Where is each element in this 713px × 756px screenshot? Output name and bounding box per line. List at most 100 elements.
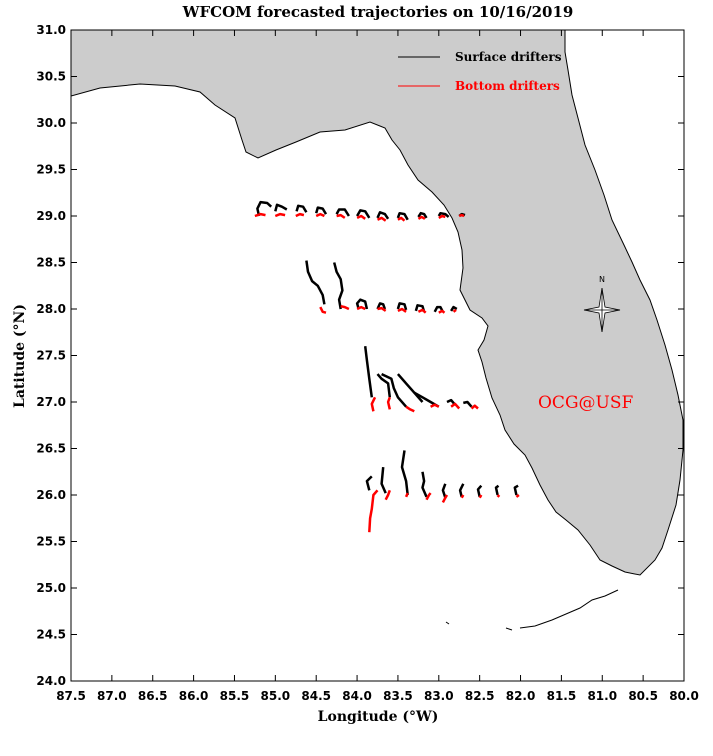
bottom-drifter-track (397, 307, 407, 313)
surface-drifter-track (458, 483, 465, 498)
bottom-drifter-track (515, 494, 520, 498)
x-tick-label: 84.5 (301, 689, 331, 703)
bottom-drifter-track (356, 214, 366, 220)
legend-label-surface: Surface drifters (455, 50, 562, 64)
surface-drifter-track (274, 203, 288, 212)
bottom-drifter-track (315, 212, 325, 218)
credit-label: OCG@USF (538, 393, 633, 413)
surface-drifter-track (421, 471, 428, 498)
y-tick-label: 26.0 (36, 488, 66, 502)
x-axis-label: Longitude (°W) (318, 709, 439, 725)
bottom-drifter-track (274, 212, 286, 218)
x-tick-label: 82.5 (465, 689, 495, 703)
bottom-drifter-track (417, 215, 426, 220)
bottom-drifter-track (450, 402, 461, 410)
y-tick-label: 30.0 (36, 116, 66, 130)
bottom-drifter-track (425, 492, 432, 501)
bottom-drifter-track (460, 494, 465, 499)
bottom-drifter-track (368, 489, 379, 533)
florida-keys (519, 589, 619, 629)
y-tick-label: 25.5 (36, 535, 66, 549)
bottom-drifter-track (470, 404, 479, 410)
surface-drifter-track (396, 302, 408, 311)
axes: 87.5 87.0 86.5 86.0 85.5 85.0 84.5 84.0 83.5 83.0… (36, 23, 698, 703)
bottom-drifter-track (319, 306, 327, 314)
map-title: WFCOM forecasted trajectories on 10/16/2… (182, 3, 574, 21)
y-tick-label: 24.5 (36, 628, 66, 642)
bottom-drifter-track (438, 214, 446, 219)
trajectory-layer (254, 200, 520, 533)
x-tick-label: 81.0 (587, 689, 617, 703)
y-tick-label: 24.0 (36, 674, 66, 688)
x-tick-label: 83.5 (383, 689, 413, 703)
bottom-drifter-track (458, 213, 465, 218)
x-tick-label: 87.5 (56, 689, 86, 703)
surface-drifter-track (441, 483, 447, 499)
legend: Surface drifters Bottom drifters (398, 50, 562, 93)
surface-drifter-track (355, 298, 369, 310)
land-layer (71, 30, 684, 631)
surface-drifter-track (513, 484, 519, 496)
surface-drifter-track (463, 400, 473, 408)
x-tick-label: 85.0 (261, 689, 291, 703)
x-tick-label: 81.5 (547, 689, 577, 703)
bottom-drifter-track (496, 494, 501, 498)
y-tick-label: 27.0 (36, 395, 66, 409)
bottom-drifter-track (295, 212, 305, 218)
bottom-drifter-track (430, 403, 440, 408)
surface-drifter-track (417, 211, 428, 219)
bottom-drifter-track (405, 405, 415, 413)
bottom-drifter-track (478, 494, 483, 499)
surface-drifter-track (332, 262, 344, 310)
bottom-drifter-track (404, 492, 409, 498)
surface-drifter-track (256, 200, 273, 217)
y-tick-label: 28.0 (36, 302, 66, 316)
x-tick-label: 86.0 (179, 689, 209, 703)
keys-west (505, 627, 513, 631)
surface-drifter-track (356, 209, 371, 219)
bottom-drifter-track (340, 304, 350, 311)
surface-drifter-track (376, 302, 387, 310)
surface-drifter-track (396, 211, 409, 221)
x-tick-label: 84.0 (342, 689, 372, 703)
bottom-drifter-track (376, 216, 387, 222)
bottom-drifter-track (377, 306, 387, 312)
bottom-drifter-track (384, 489, 391, 501)
surface-drifter-track (446, 398, 457, 406)
surface-drifter-track (494, 484, 500, 496)
y-tick-label: 30.5 (36, 70, 66, 84)
y-axis-label: Latitude (°N) (12, 304, 28, 408)
bottom-drifter-track (397, 216, 406, 222)
surface-drifter-track (400, 450, 409, 496)
surface-drifter-track (437, 211, 450, 218)
bottom-drifter-track (452, 308, 457, 313)
x-tick-label: 82.0 (506, 689, 536, 703)
bottom-drifter-track (370, 396, 377, 412)
bottom-drifter-track (336, 213, 346, 219)
surface-drifter-track (363, 346, 374, 398)
y-tick-label: 28.5 (36, 256, 66, 270)
surface-drifter-track (450, 305, 458, 312)
legend-label-bottom: Bottom drifters (455, 79, 560, 93)
compass-rose: N (583, 275, 621, 333)
x-tick-label: 85.5 (220, 689, 250, 703)
bottom-drifter-track (386, 396, 392, 410)
bottom-drifter-track (417, 308, 427, 314)
dry-tortugas (445, 621, 450, 625)
y-tick-label: 31.0 (36, 23, 66, 37)
surface-drifter-track (376, 373, 392, 398)
y-tick-label: 29.5 (36, 163, 66, 177)
surface-drifter-track (376, 211, 390, 220)
y-tick-label: 25.0 (36, 581, 66, 595)
compass-north-label: N (599, 275, 605, 284)
surface-drifter-track (476, 484, 483, 498)
surface-drifter-track (314, 206, 328, 215)
bottom-drifter-track (254, 212, 266, 218)
x-tick-label: 80.5 (628, 689, 658, 703)
x-tick-label: 87.0 (97, 689, 127, 703)
surface-drifter-track (433, 305, 445, 313)
x-tick-label: 83.0 (424, 689, 454, 703)
surface-drifter-track (305, 260, 326, 305)
y-tick-label: 29.0 (36, 209, 66, 223)
y-tick-label: 26.5 (36, 442, 66, 456)
